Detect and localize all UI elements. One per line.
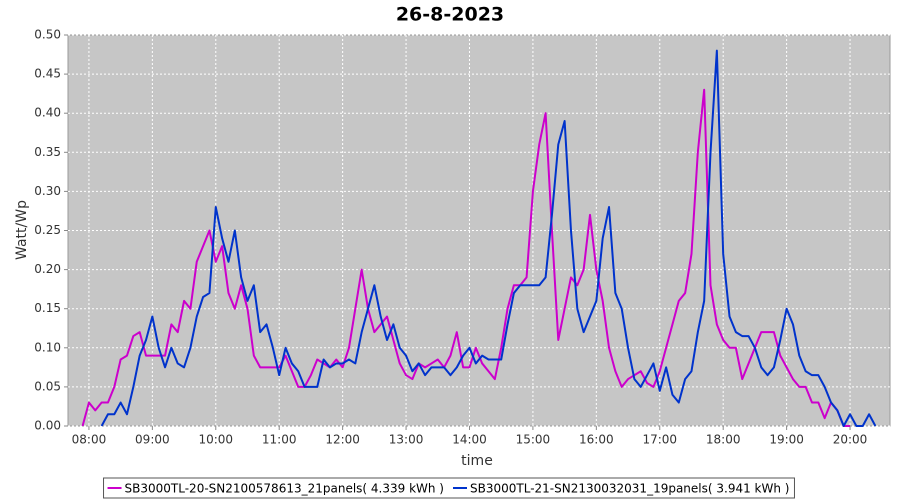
y-tick-label: 0.25: [34, 223, 61, 237]
y-tick-label: 0.35: [34, 145, 61, 159]
x-tick-label: 20:00: [833, 433, 868, 447]
x-tick-label: 13:00: [389, 433, 424, 447]
x-tick-label: 18:00: [706, 433, 741, 447]
grid: 0.00 0.05 0.10 0.15 0.20 0.25 0.30 0.35 0.40 0.45…: [34, 28, 890, 447]
series-lines: [81, 49, 877, 427]
y-tick-label: 0.30: [34, 184, 61, 198]
y-tick-label: 0.20: [34, 262, 61, 276]
y-tick-label: 0.45: [34, 67, 61, 81]
series-line: [81, 88, 851, 427]
x-tick-label: 19:00: [769, 433, 804, 447]
x-axis-title: time: [461, 453, 493, 469]
x-tick-label: 11:00: [262, 433, 297, 447]
legend: SB3000TL-20-SN2100578613_21panels( 4.339…: [103, 477, 795, 499]
y-tick-label: 0.05: [34, 379, 61, 393]
y-tick-label: 0.10: [34, 340, 61, 354]
x-tick-label: 14:00: [452, 433, 487, 447]
legend-label: SB3000TL-20-SN2100578613_21panels( 4.339…: [125, 482, 444, 496]
chart-title: 26-8-2023: [396, 4, 504, 26]
x-tick-label: 08:00: [72, 433, 107, 447]
x-tick-label: 15:00: [516, 433, 551, 447]
plot-area: [67, 34, 891, 427]
y-tick-label: 0.15: [34, 301, 61, 315]
y-tick-label: 0.40: [34, 106, 61, 120]
y-axis-title: Watt/Wp: [14, 200, 30, 260]
series-line: [100, 49, 877, 427]
x-tick-label: 09:00: [135, 433, 170, 447]
legend-box: [103, 477, 795, 499]
x-tick-label: 12:00: [325, 433, 360, 447]
y-tick-label: 0.00: [34, 419, 61, 433]
x-tick-label: 17:00: [642, 433, 677, 447]
y-tick-label: 0.50: [34, 28, 61, 42]
x-tick-label: 10:00: [198, 433, 233, 447]
x-tick-label: 16:00: [579, 433, 614, 447]
legend-label: SB3000TL-21-SN2130032031_19panels( 3.941…: [470, 482, 789, 496]
